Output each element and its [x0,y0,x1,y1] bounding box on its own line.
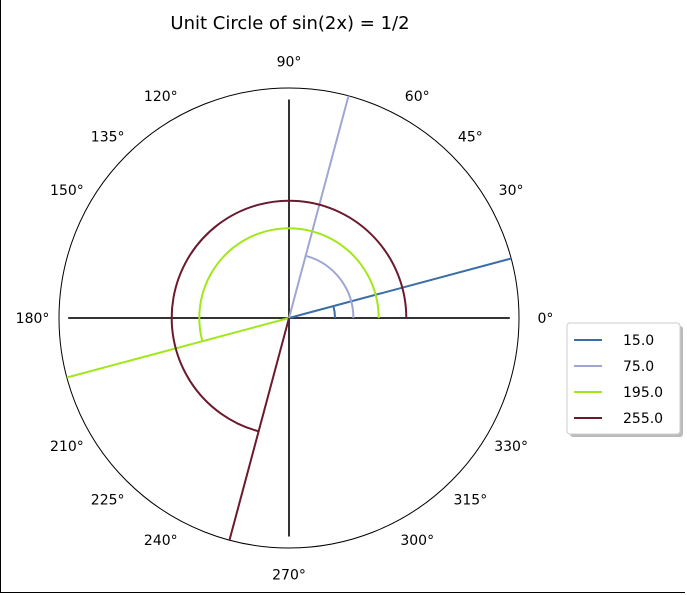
legend-label: 75.0 [623,359,654,375]
theta-tick-label: 45° [458,130,483,146]
series-arc-195.0 [198,227,380,342]
theta-tick-labels: 0° 30° 45° 60° 90° 120° 135° 150° 180° 210° 225° 24… [16,55,554,584]
series-ray-75.0 [288,95,350,319]
theta-tick-label: 210° [50,439,84,455]
chart-title: Unit Circle of sin(2x) = 1/2 [170,13,409,34]
series-ray-15.0 [288,257,512,319]
legend-label: 195.0 [623,385,663,401]
legend: 15.0 75.0 195.0 255.0 [566,322,683,437]
theta-tick-label: 120° [144,89,178,105]
theta-tick-label: 150° [50,183,84,199]
legend-label: 15.0 [623,333,654,349]
theta-tick-label: 300° [400,533,434,549]
series-ray-195.0 [66,317,290,379]
series-ray-255.0 [228,317,290,541]
theta-tick-label: 60° [405,89,430,105]
theta-tick-label: 225° [91,492,125,508]
series-arc-15.0 [332,305,336,319]
theta-tick-label: 90° [277,55,302,71]
series-arc-75.0 [305,254,355,319]
theta-tick-label: 330° [494,439,528,455]
legend-box [566,322,681,435]
polar-outer-circle [58,87,520,549]
series-arc-255.0 [170,199,408,433]
theta-tick-label: 180° [16,311,50,327]
theta-tick-label: 30° [499,183,524,199]
series-layer [66,95,512,541]
legend-label: 255.0 [623,411,663,427]
theta-tick-label: 315° [453,492,487,508]
theta-tick-label: 240° [144,533,178,549]
theta-tick-label: 270° [272,567,306,583]
theta-tick-label: 135° [91,130,125,146]
theta-tick-label: 0° [537,311,553,327]
